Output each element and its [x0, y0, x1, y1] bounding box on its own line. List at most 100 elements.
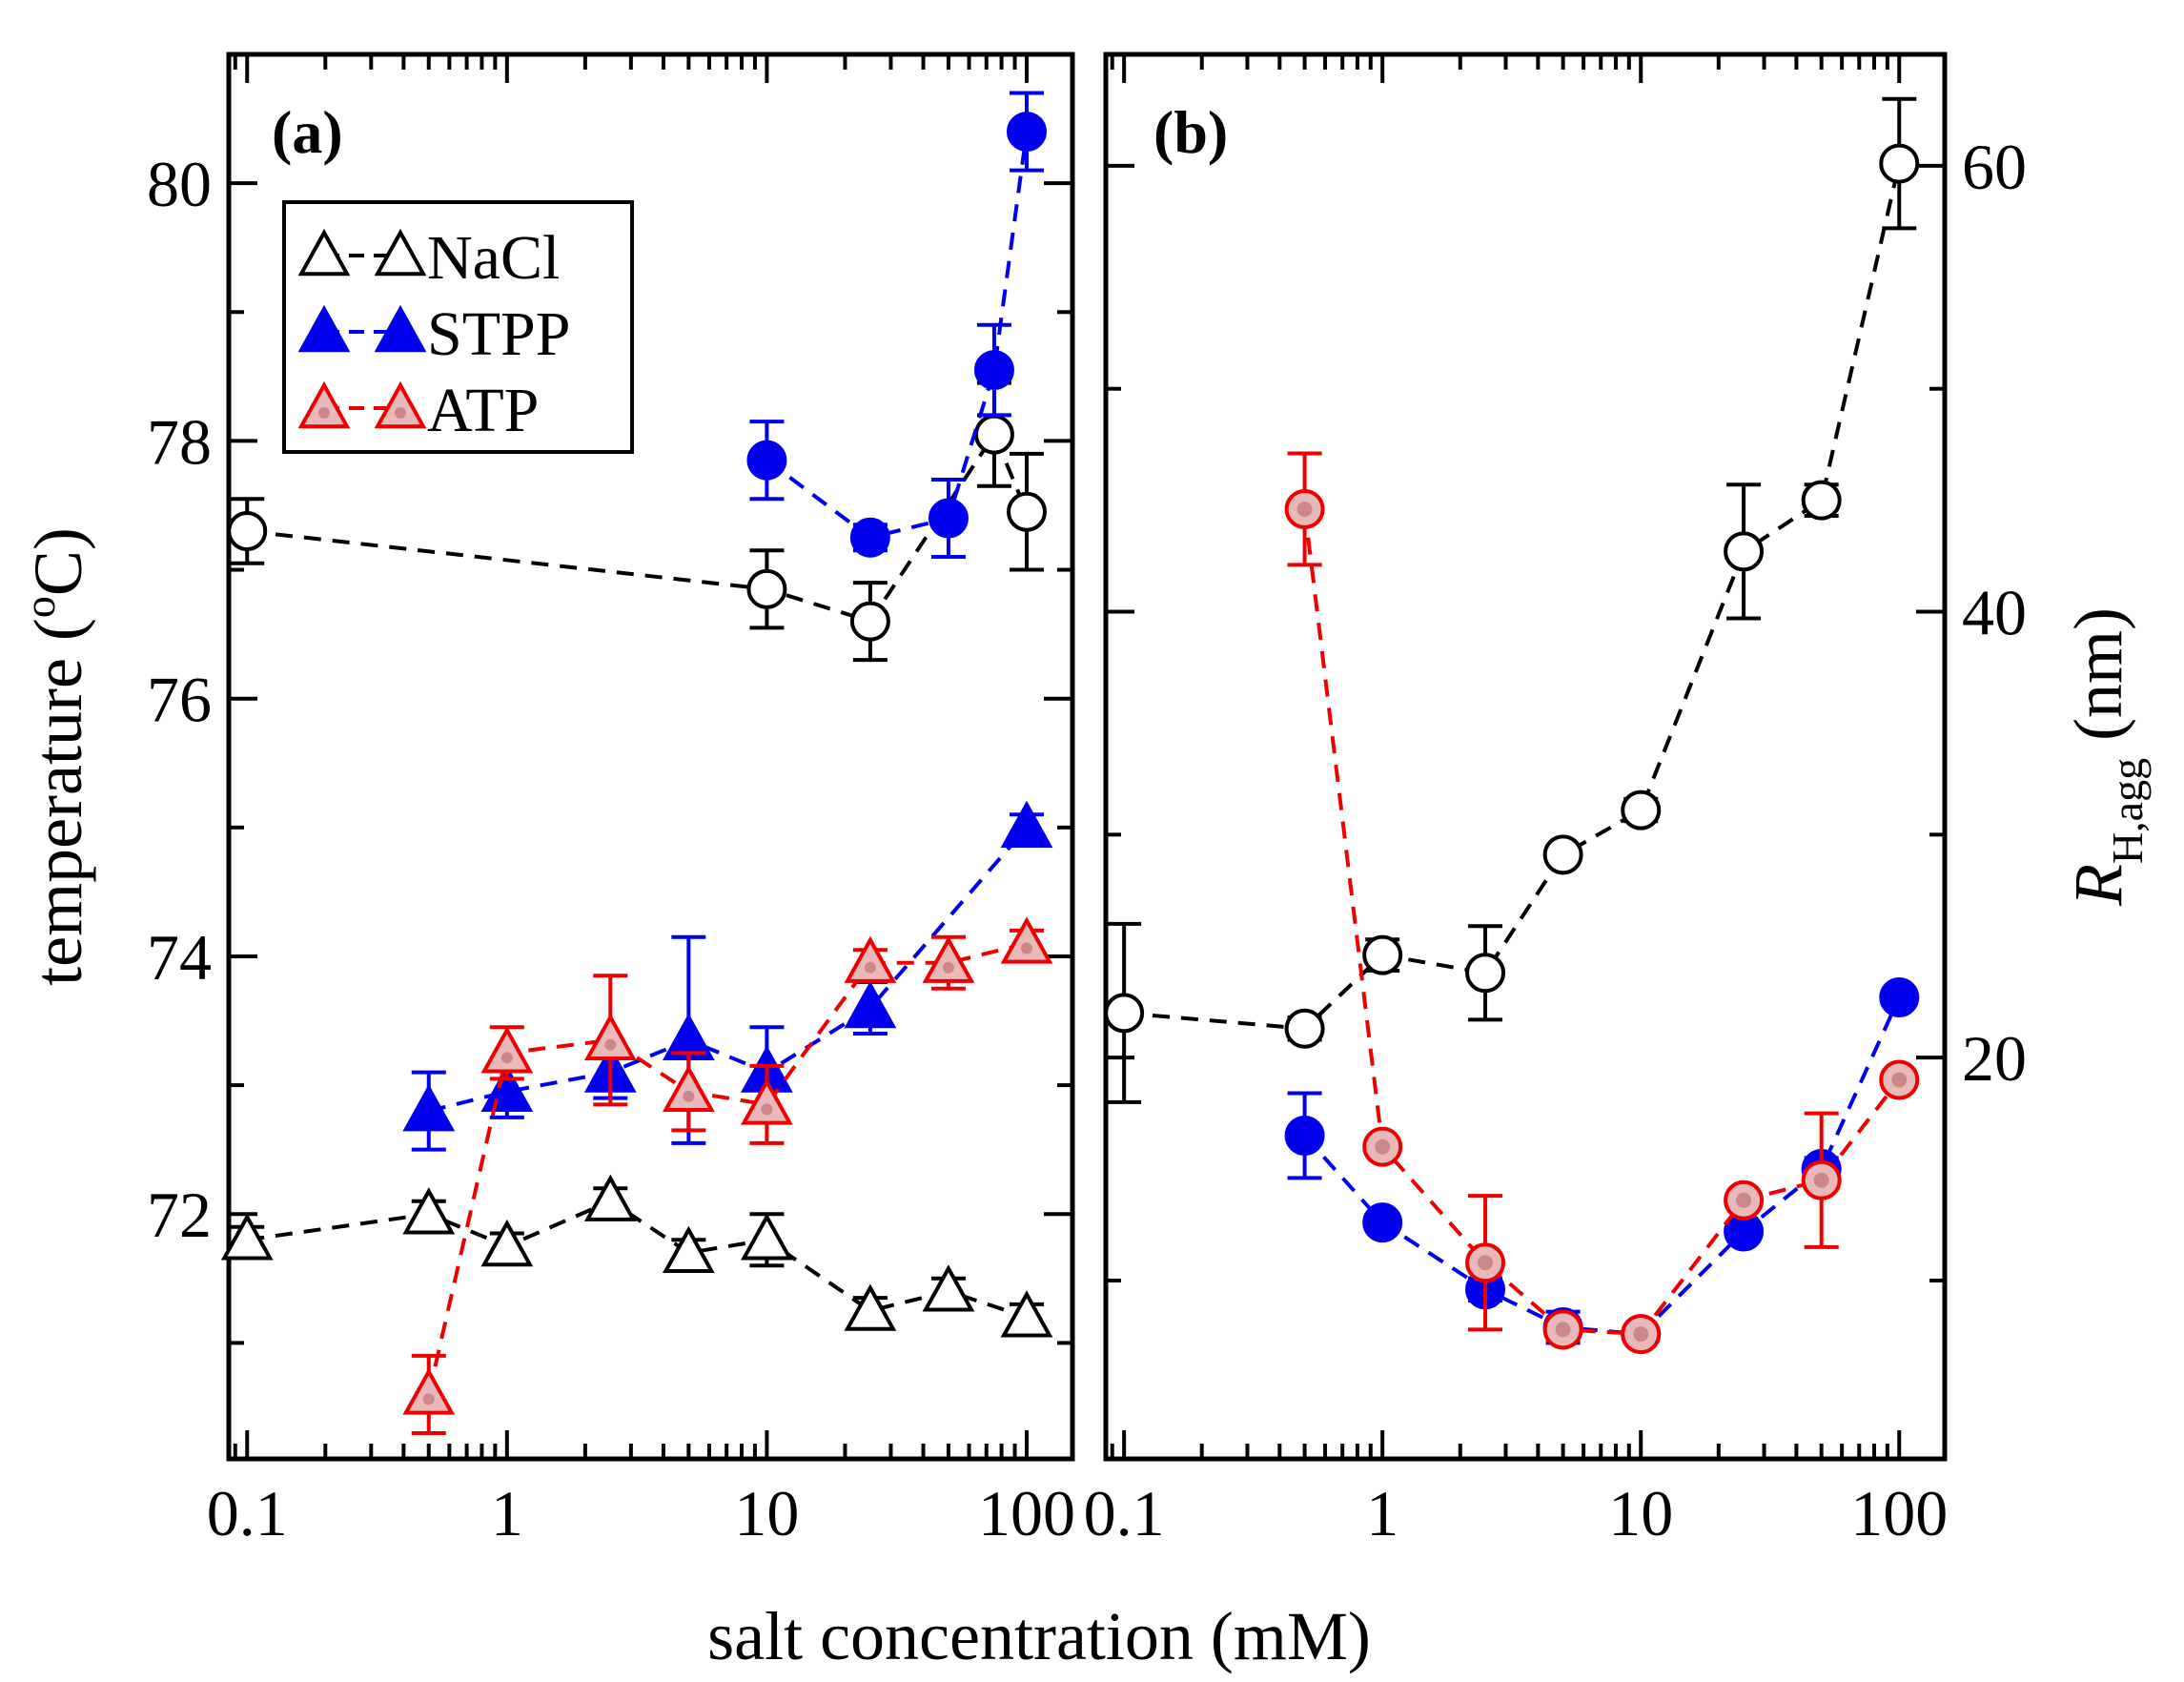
- data-point: [849, 517, 890, 558]
- series-line: [426, 941, 1028, 1395]
- data-point-dot: [1375, 1138, 1391, 1155]
- series-line: [246, 1199, 1028, 1320]
- series-atp: [1284, 451, 1920, 1355]
- data-point: [480, 1026, 534, 1074]
- data-point-dot: [1555, 1322, 1571, 1338]
- data-point-dot: [500, 1052, 513, 1064]
- data-point: [1362, 1202, 1403, 1243]
- y-tick-label: 80: [147, 148, 212, 220]
- y-tick-label: 78: [147, 405, 212, 478]
- y-tick-label: 40: [1962, 577, 2027, 649]
- x-tick-label: 1: [491, 1477, 523, 1549]
- data-point-dot: [1633, 1326, 1649, 1343]
- data-point: [1542, 834, 1583, 875]
- data-point: [928, 498, 969, 539]
- data-point: [844, 935, 897, 983]
- legend-box: [282, 200, 634, 454]
- data-point: [741, 1213, 793, 1261]
- x-axis-title: salt concentration (mM): [707, 1598, 1371, 1674]
- legend-marker: [374, 228, 427, 277]
- series-atp: [402, 916, 1053, 1435]
- data-point: [973, 414, 1014, 455]
- series-line: [1123, 163, 1902, 1031]
- data-point-dot: [604, 1038, 617, 1051]
- data-point: [662, 1225, 715, 1273]
- legend-label: STPP: [427, 299, 570, 369]
- data-point-dot: [1478, 1255, 1494, 1271]
- x-tick-label: 1: [1366, 1477, 1398, 1549]
- data-point: [1801, 480, 1842, 521]
- x-tick-label: 0.1: [1084, 1477, 1165, 1549]
- y-tick-label: 20: [1962, 1022, 2027, 1095]
- series-nacl: [220, 1174, 1053, 1338]
- data-point: [973, 350, 1014, 391]
- y-tick-label: 72: [147, 1179, 212, 1251]
- panel-b: 0.1 1 10 100 20 40 60 RH,agg (nm) (b): [1084, 51, 2152, 1549]
- data-point: [402, 1367, 456, 1415]
- data-point-dot: [942, 961, 954, 974]
- series-nacl: [1104, 96, 1920, 1104]
- legend-marker-dot: [395, 407, 406, 419]
- plot-frame: [226, 51, 1075, 1462]
- legend-marker: [297, 304, 351, 353]
- x-tick-label: 10: [1608, 1477, 1673, 1549]
- y-axis-title: temperature (oC): [15, 527, 96, 986]
- legend-item: NaCl: [297, 223, 560, 293]
- data-point: [1284, 1008, 1325, 1049]
- y-axis-title: RH,agg (nm): [2060, 607, 2152, 907]
- data-point: [746, 440, 787, 481]
- data-point: [402, 1187, 456, 1235]
- x-tick-label: 10: [734, 1477, 799, 1549]
- data-point: [1465, 953, 1506, 994]
- data-point: [662, 1064, 715, 1113]
- data-point: [1724, 531, 1765, 572]
- data-point: [1006, 491, 1047, 532]
- legend-label: NaCl: [427, 223, 560, 293]
- data-point: [402, 1084, 456, 1132]
- data-point: [220, 1213, 274, 1261]
- x-tick-label: 100: [978, 1477, 1075, 1549]
- data-point: [844, 980, 897, 1029]
- data-point: [746, 568, 787, 609]
- data-point-dot: [1020, 942, 1032, 954]
- panel-label: (a): [272, 98, 343, 166]
- x-tick-label: 0.1: [207, 1477, 288, 1549]
- data-point: [922, 1264, 975, 1312]
- data-point: [1621, 790, 1662, 831]
- data-point-dot: [864, 961, 876, 974]
- data-point: [1879, 977, 1920, 1018]
- y-tick-label: 74: [147, 921, 212, 994]
- y-tick-label: 60: [1962, 131, 2027, 203]
- series-stpp-circle: [746, 91, 1047, 560]
- data-point: [480, 1219, 534, 1267]
- data-point-dot: [422, 1393, 435, 1405]
- data-point: [1362, 934, 1403, 975]
- data-point-dot: [761, 1103, 773, 1116]
- data-point: [922, 935, 975, 983]
- data-point: [1000, 1290, 1053, 1338]
- legend-marker: [374, 380, 427, 429]
- legend-marker: [374, 304, 427, 353]
- legend-item: STPP: [297, 299, 570, 369]
- data-point-dot: [1891, 1072, 1908, 1088]
- x-tick-label: 100: [1850, 1477, 1948, 1549]
- data-point: [1000, 800, 1053, 849]
- data-point: [741, 1077, 793, 1125]
- panel-label: (b): [1153, 98, 1228, 166]
- data-point-dot: [1813, 1172, 1829, 1188]
- plot-frame: [1103, 51, 1948, 1462]
- data-point: [583, 1174, 637, 1221]
- data-point: [583, 1013, 637, 1061]
- data-point: [1104, 993, 1145, 1034]
- data-point: [1284, 1115, 1325, 1156]
- series-line: [247, 430, 1029, 624]
- data-point: [1006, 112, 1047, 153]
- data-point: [1000, 916, 1053, 964]
- series-nacl-circle: [227, 380, 1047, 663]
- data-point-dot: [1296, 501, 1313, 517]
- data-point: [844, 1283, 897, 1331]
- data-point-dot: [683, 1090, 695, 1102]
- series-line: [765, 131, 1029, 540]
